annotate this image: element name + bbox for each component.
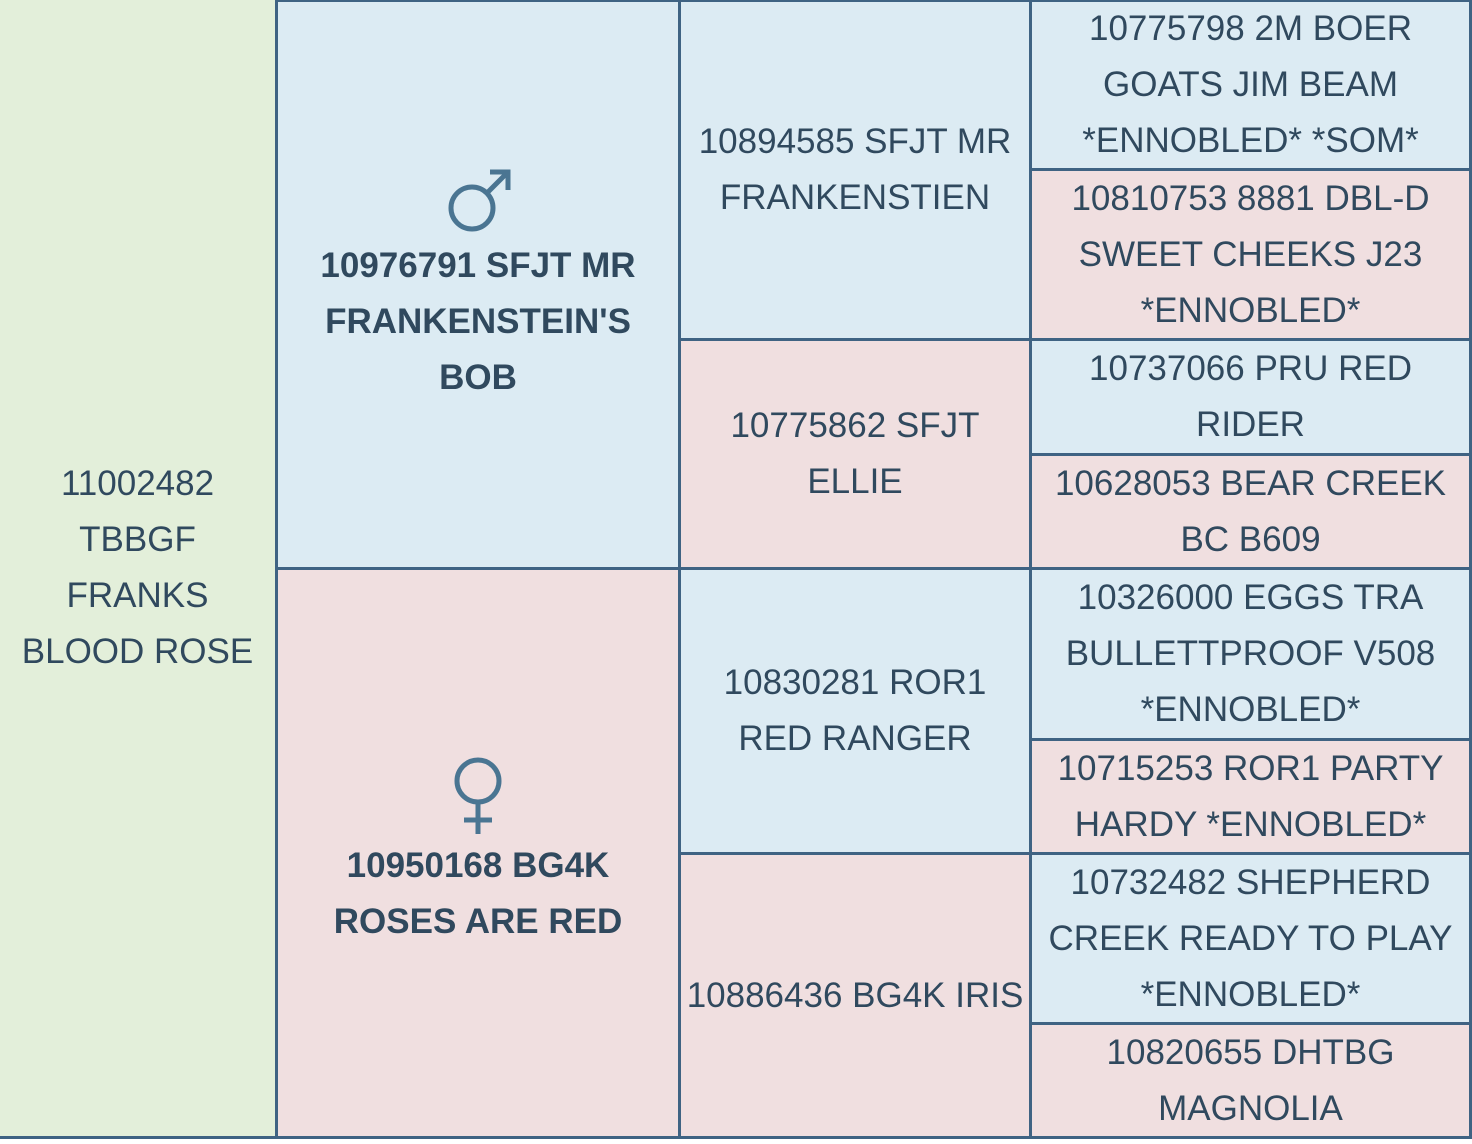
animal-name: 10715253 ROR1 PARTY HARDY *ENNOBLED* (1057, 748, 1444, 844)
great-grandparent-cell: 10775798 2M BOER GOATS JIM BEAM *ENNOBLE… (1032, 0, 1472, 171)
great-grandparent-cell: 10326000 EGGS TRA BULLETTPROOF V508 *ENN… (1032, 570, 1472, 741)
sire-cell: 10976791 SFJT MR FRANKENSTEIN'S BOB (278, 0, 681, 570)
great-grandparent-cell: 10737066 PRU RED RIDER (1032, 341, 1472, 456)
animal-name: 11002482 TBBGF FRANKS BLOOD ROSE (21, 464, 254, 671)
animal-name: 10775862 SFJT ELLIE (730, 406, 980, 501)
animal-name: 10775798 2M BOER GOATS JIM BEAM *ENNOBLE… (1082, 9, 1419, 160)
grandparent-cell: 10894585 SFJT MR FRANKENSTIEN (681, 0, 1032, 341)
animal-name: 10628053 BEAR CREEK BC B609 (1054, 463, 1447, 559)
great-grandparent-cell: 10820655 DHTBG MAGNOLIA (1032, 1025, 1472, 1139)
animal-name: 10950168 BG4K ROSES ARE RED (333, 846, 623, 941)
grandparent-cell: 10775862 SFJT ELLIE (681, 341, 1032, 570)
animal-name: 10886436 BG4K IRIS (686, 975, 1024, 1015)
animal-name: 10820655 DHTBG MAGNOLIA (1106, 1032, 1395, 1128)
animal-name: 10326000 EGGS TRA BULLETTPROOF V508 *ENN… (1065, 578, 1436, 729)
subject-cell: 11002482 TBBGF FRANKS BLOOD ROSE (0, 0, 278, 1139)
animal-name: 10737066 PRU RED RIDER (1089, 349, 1412, 444)
animal-name: 10830281 ROR1 RED RANGER (723, 663, 987, 758)
grandparent-cell: 10886436 BG4K IRIS (681, 855, 1032, 1139)
animal-name: 10894585 SFJT MR FRANKENSTIEN (698, 122, 1012, 217)
great-grandparent-cell: 10715253 ROR1 PARTY HARDY *ENNOBLED* (1032, 741, 1472, 855)
animal-name: 10732482 SHEPHERD CREEK READY TO PLAY *E… (1048, 862, 1453, 1014)
great-grandparent-cell: 10732482 SHEPHERD CREEK READY TO PLAY *E… (1032, 855, 1472, 1025)
great-grandparent-cell: 10628053 BEAR CREEK BC B609 (1032, 456, 1472, 570)
animal-name: 10810753 8881 DBL-D SWEET CHEEKS J23 *EN… (1071, 178, 1430, 330)
male-symbol (448, 169, 511, 231)
animal-name: 10976791 SFJT MR FRANKENSTEIN'S BOB (320, 245, 636, 397)
dam-cell: 10950168 BG4K ROSES ARE RED (278, 570, 681, 1139)
grandparent-cell: 10830281 ROR1 RED RANGER (681, 570, 1032, 855)
female-symbol (454, 757, 502, 834)
great-grandparent-cell: 10810753 8881 DBL-D SWEET CHEEKS J23 *EN… (1032, 171, 1472, 341)
